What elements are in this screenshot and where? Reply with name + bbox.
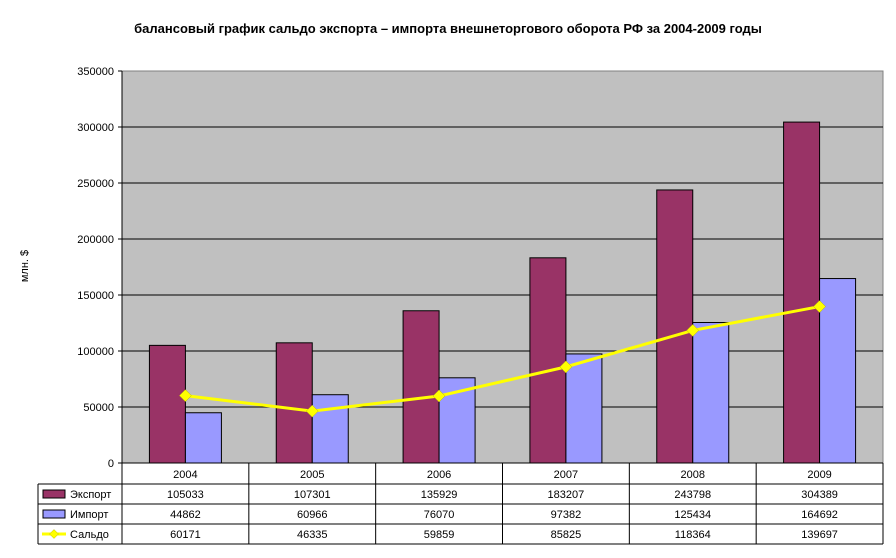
x-category-label: 2008 — [681, 469, 705, 481]
y-tick-label: 250000 — [77, 178, 114, 190]
y-tick-label: 150000 — [77, 290, 114, 302]
y-axis-ticks: 0 50000 100000 150000 200000 250000 300000 3500… — [77, 66, 123, 470]
data-table-cell: 60966 — [297, 509, 328, 521]
balance-point — [813, 300, 826, 313]
x-category-label: 2006 — [427, 469, 451, 481]
data-table-cell: 135929 — [421, 489, 458, 501]
chart-title: балансовый график сальдо экспорта – импо… — [134, 21, 762, 36]
y-axis-label: млн. $ — [19, 250, 31, 282]
legend-label: Экспорт — [70, 489, 111, 501]
legend-key-marker — [49, 529, 59, 539]
data-table-cell: 107301 — [294, 489, 331, 501]
y-tick-label: 100000 — [77, 346, 114, 358]
data-table-cell: 118364 — [675, 529, 711, 541]
balance-point — [179, 389, 192, 402]
legend-label: Импорт — [70, 509, 108, 521]
legend-key — [42, 509, 66, 519]
bar-export — [783, 121, 821, 464]
data-table-cell: 243798 — [674, 489, 711, 501]
y-tick-label: 200000 — [77, 234, 114, 246]
bar-import — [819, 278, 857, 464]
data-table-cell: 125434 — [674, 509, 711, 521]
data-table-cell: 44862 — [170, 509, 201, 521]
y-tick-label: 300000 — [77, 122, 114, 134]
bar-export — [402, 310, 440, 464]
data-table-cell: 139697 — [801, 529, 838, 541]
balance-line — [179, 300, 826, 418]
data-table-cell: 85825 — [551, 529, 582, 541]
balance-point — [686, 324, 700, 337]
y-tick-label: 350000 — [77, 66, 114, 78]
bars — [148, 121, 857, 464]
legend-key — [42, 489, 66, 499]
data-table-cell: 46335 — [297, 529, 328, 541]
bar-import — [565, 353, 603, 464]
data-table: 2004 2005 2006 2007 2008 2009 Экспорт 105033 107… — [37, 462, 884, 545]
data-table-cell: 60171 — [170, 529, 201, 541]
gridlines — [122, 126, 883, 408]
bar-export — [275, 342, 313, 464]
data-table-cell: 76070 — [424, 509, 455, 521]
balance-point — [432, 389, 446, 403]
data-table-cell: 304389 — [801, 489, 838, 501]
data-table-cell: 97382 — [551, 509, 582, 521]
x-category-label: 2004 — [173, 469, 197, 481]
data-table-cell: 105033 — [167, 489, 204, 501]
balance-point — [305, 404, 319, 418]
plot-area — [121, 70, 884, 464]
bar-export — [656, 189, 694, 464]
legend-label: Сальдо — [70, 529, 109, 541]
x-category-label: 2007 — [554, 469, 578, 481]
data-table-cell: 183207 — [548, 489, 585, 501]
balance-line-path — [185, 305, 820, 413]
bar-import — [184, 412, 222, 464]
y-tick-label: 0 — [108, 458, 114, 470]
x-category-label: 2009 — [807, 469, 831, 481]
bar-export — [529, 257, 567, 464]
data-table-cell: 164692 — [801, 509, 838, 521]
bar-import — [692, 322, 730, 464]
balance-point — [559, 360, 573, 374]
y-tick-label: 50000 — [83, 402, 114, 414]
bar-import — [311, 394, 349, 464]
data-table-cell: 59859 — [424, 529, 455, 541]
x-category-label: 2005 — [300, 469, 324, 481]
bar-export — [148, 344, 186, 464]
